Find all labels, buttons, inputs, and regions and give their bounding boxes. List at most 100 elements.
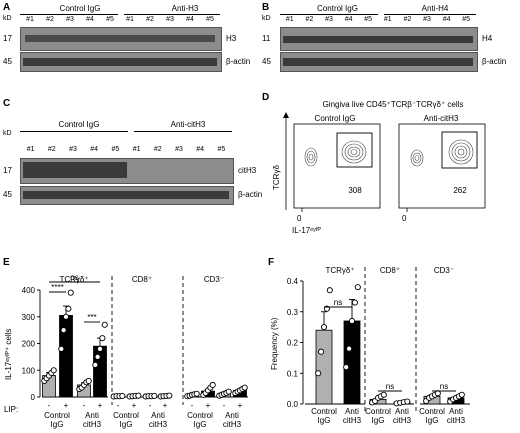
- lane-label: #4: [186, 16, 194, 23]
- protein-label: β-actin: [226, 57, 251, 66]
- data-point: [326, 287, 333, 294]
- lip-sign: -: [149, 401, 152, 410]
- data-point: [62, 313, 70, 320]
- section-title: CD8⁺: [380, 266, 400, 275]
- group-label: Control IgG: [58, 120, 100, 129]
- data-point: [94, 353, 101, 360]
- lane-label: #2: [305, 16, 314, 23]
- lane-label: #4: [442, 16, 451, 23]
- blot-actin: [20, 52, 222, 72]
- x-group-label: citH3: [447, 416, 466, 425]
- group-label: Anti-H3: [171, 4, 199, 13]
- y-tick-label: 0.2: [287, 339, 299, 348]
- x-group-label: IgG: [51, 420, 64, 429]
- x-group-label: Anti: [151, 411, 165, 420]
- x-group-label: citH3: [343, 416, 362, 425]
- lane-label: #3: [325, 16, 333, 23]
- lip-sign: +: [132, 401, 137, 410]
- mw-label: 45: [3, 57, 12, 66]
- data-point: [50, 367, 57, 374]
- lane-label: #4: [196, 146, 205, 153]
- band-row: [283, 36, 473, 43]
- lane-label: #3: [175, 146, 183, 153]
- band-row: [23, 58, 217, 66]
- x-group-label: Control: [419, 407, 445, 416]
- data-point: [241, 384, 248, 391]
- lane-label: #1: [285, 16, 294, 23]
- data-point: [318, 348, 325, 355]
- lane-label: #3: [69, 146, 77, 153]
- lane-label: #4: [86, 16, 94, 23]
- sig-label: ****: [51, 283, 63, 292]
- lane-label: #5: [111, 146, 120, 153]
- x-group-label: Control: [365, 407, 391, 416]
- lane-label: #4: [344, 16, 353, 23]
- kd-label: kD: [3, 130, 12, 137]
- x-group-label: IgG: [194, 420, 207, 429]
- gate-count: 308: [348, 186, 362, 195]
- kd-label: kD: [262, 15, 271, 22]
- data-point: [351, 299, 358, 306]
- data-point: [458, 391, 465, 398]
- bar: [343, 320, 361, 405]
- data-point: [151, 392, 158, 399]
- plot-name: Anti-citH3: [423, 114, 459, 123]
- x-group-label: Anti: [395, 407, 409, 416]
- zero-label: 0: [402, 214, 407, 223]
- lip-sign: +: [163, 401, 168, 410]
- panel-label-e: E: [3, 257, 10, 268]
- sig-label: ns: [334, 298, 342, 307]
- data-point: [354, 284, 361, 291]
- y-tick-label: 200: [22, 340, 36, 349]
- blot-actin: [280, 52, 478, 72]
- y-tick-label: 0.3: [287, 308, 299, 317]
- band-row: [23, 162, 127, 178]
- section-title: TCRγδ⁺: [325, 266, 354, 275]
- y-tick-label: 0.1: [287, 369, 299, 378]
- lane-label: #2: [47, 146, 56, 153]
- lane-labels: #1 #2 #3 #4 #5 #1 #2 #3 #4 #5: [280, 16, 476, 25]
- blot-h3: [20, 27, 222, 51]
- group-line: [134, 131, 232, 132]
- data-point: [67, 289, 74, 296]
- data-point: [119, 392, 126, 399]
- data-point: [101, 321, 108, 328]
- x-group-label: Anti: [225, 411, 239, 420]
- data-point: [346, 345, 353, 352]
- zero-label: 0: [297, 214, 302, 223]
- data-point: [58, 345, 65, 352]
- sig-label: ns: [70, 273, 78, 282]
- lane-label: #3: [66, 16, 74, 23]
- x-group-label: citH3: [83, 420, 102, 429]
- data-point: [209, 381, 216, 389]
- x-group-label: IgG: [120, 420, 133, 429]
- group-label: Anti-citH3: [170, 120, 206, 129]
- sig-label: ns: [386, 382, 394, 391]
- x-group-label: citH3: [149, 420, 168, 429]
- lane-label: #5: [106, 16, 114, 23]
- group-line: [20, 14, 118, 15]
- lip-sign: -: [223, 401, 226, 410]
- bar: [315, 329, 333, 405]
- panel-label-f: F: [268, 257, 275, 268]
- y-tick-label: 0: [31, 393, 36, 402]
- lane-label: #2: [46, 16, 54, 23]
- plot-name: Control IgG: [314, 114, 356, 123]
- data-point: [348, 317, 356, 325]
- lane-label: #5: [364, 16, 373, 23]
- blot-cith3: [20, 158, 234, 184]
- panel-label-a: A: [3, 2, 11, 13]
- y-tick-label: 0.4: [287, 277, 299, 286]
- panel-label-c: C: [3, 98, 11, 109]
- blot-h4: [280, 27, 478, 51]
- lip-sign: +: [64, 401, 69, 410]
- lane-label: #1: [383, 16, 392, 23]
- lip-sign: +: [98, 401, 103, 410]
- section-title: CD8⁺: [132, 275, 152, 284]
- data-point: [135, 392, 142, 399]
- lip-sign: -: [83, 401, 86, 410]
- band-row: [23, 191, 229, 199]
- x-group-label: citH3: [223, 420, 242, 429]
